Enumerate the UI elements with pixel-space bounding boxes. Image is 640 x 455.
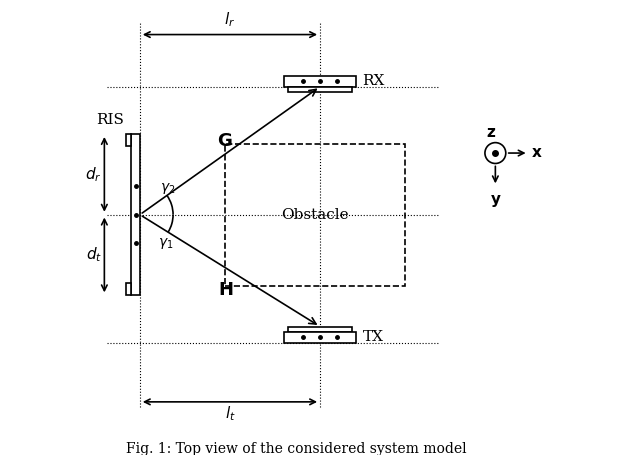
Text: Obstacle: Obstacle [282, 207, 349, 222]
Bar [225, 144, 405, 286]
Bar [288, 87, 352, 92]
Text: $\gamma_1$: $\gamma_1$ [158, 236, 173, 251]
Text: $\mathbf{z}$: $\mathbf{z}$ [486, 126, 496, 140]
Bar [288, 327, 352, 332]
Bar [284, 332, 356, 343]
Text: TX: TX [363, 330, 383, 344]
Text: $d_r$: $d_r$ [85, 165, 102, 184]
Text: RX: RX [363, 75, 385, 88]
Bar [131, 134, 140, 295]
Text: $\mathbf{y}$: $\mathbf{y}$ [490, 193, 501, 209]
Text: $\gamma_2$: $\gamma_2$ [160, 182, 175, 197]
Bar [125, 134, 131, 146]
Text: $d_t$: $d_t$ [86, 246, 102, 264]
Text: $\mathbf{x}$: $\mathbf{x}$ [531, 146, 543, 160]
Text: $l_r$: $l_r$ [225, 10, 236, 29]
Bar [125, 283, 131, 295]
Text: $\mathbf{H}$: $\mathbf{H}$ [218, 282, 233, 299]
Text: Fig. 1: Top view of the considered system model: Fig. 1: Top view of the considered syste… [126, 442, 467, 455]
Text: RIS: RIS [96, 113, 124, 127]
Text: $\mathbf{G}$: $\mathbf{G}$ [218, 132, 233, 150]
Text: $l_t$: $l_t$ [225, 404, 236, 423]
Bar [284, 76, 356, 87]
